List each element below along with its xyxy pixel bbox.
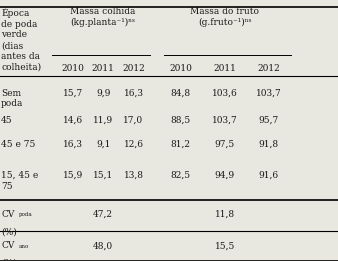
Text: 2011: 2011	[213, 64, 236, 73]
Text: 16,3: 16,3	[123, 89, 144, 98]
Text: Época
de poda
verde
(dias
antes da
colheita): Época de poda verde (dias antes da colhe…	[1, 7, 41, 72]
Text: 95,7: 95,7	[259, 116, 279, 125]
Text: 12,6: 12,6	[123, 140, 144, 149]
Text: 15,9: 15,9	[63, 171, 83, 180]
Text: 91,6: 91,6	[259, 171, 279, 180]
Text: 13,8: 13,8	[123, 171, 144, 180]
Text: 91,8: 91,8	[259, 140, 279, 149]
Text: 48,0: 48,0	[93, 241, 113, 250]
Text: 2012: 2012	[122, 64, 145, 73]
Text: CV: CV	[1, 210, 15, 219]
Text: 45 e 75: 45 e 75	[1, 140, 35, 149]
Text: 15,1: 15,1	[93, 171, 113, 180]
Text: 2010: 2010	[61, 64, 84, 73]
Text: 15,5: 15,5	[215, 241, 235, 250]
Text: 11,9: 11,9	[93, 116, 113, 125]
Text: 11,8: 11,8	[215, 210, 235, 219]
Text: 9,1: 9,1	[96, 140, 110, 149]
Text: 84,8: 84,8	[171, 89, 191, 98]
Text: 14,6: 14,6	[63, 116, 83, 125]
Text: 2012: 2012	[257, 64, 280, 73]
Text: Massa do fruto
(g.fruto⁻¹)ⁿˢ: Massa do fruto (g.fruto⁻¹)ⁿˢ	[190, 7, 259, 27]
Text: 15, 45 e
75: 15, 45 e 75	[1, 171, 38, 191]
Text: CV: CV	[1, 241, 15, 250]
Text: 9,9: 9,9	[96, 89, 110, 98]
Text: 2011: 2011	[92, 64, 115, 73]
Text: 15,7: 15,7	[63, 89, 83, 98]
Text: 47,2: 47,2	[93, 210, 113, 219]
Text: 2010: 2010	[169, 64, 192, 73]
Text: 88,5: 88,5	[171, 116, 191, 125]
Text: (%): (%)	[1, 227, 17, 236]
Text: 17,0: 17,0	[123, 116, 144, 125]
Text: Massa colhida
(kg.planta⁻¹)ⁿˢ: Massa colhida (kg.planta⁻¹)ⁿˢ	[70, 7, 136, 27]
Text: 16,3: 16,3	[63, 140, 83, 149]
Text: 45: 45	[1, 116, 13, 125]
Text: 94,9: 94,9	[215, 171, 235, 180]
Text: 103,7: 103,7	[212, 116, 238, 125]
Text: 82,5: 82,5	[171, 171, 191, 180]
Text: 103,7: 103,7	[256, 89, 282, 98]
Text: (%): (%)	[1, 258, 17, 261]
Text: Sem
poda: Sem poda	[1, 89, 23, 109]
Text: poda: poda	[19, 212, 32, 217]
Text: 81,2: 81,2	[171, 140, 191, 149]
Text: 103,6: 103,6	[212, 89, 238, 98]
Text: 97,5: 97,5	[215, 140, 235, 149]
Text: ano: ano	[19, 244, 29, 248]
